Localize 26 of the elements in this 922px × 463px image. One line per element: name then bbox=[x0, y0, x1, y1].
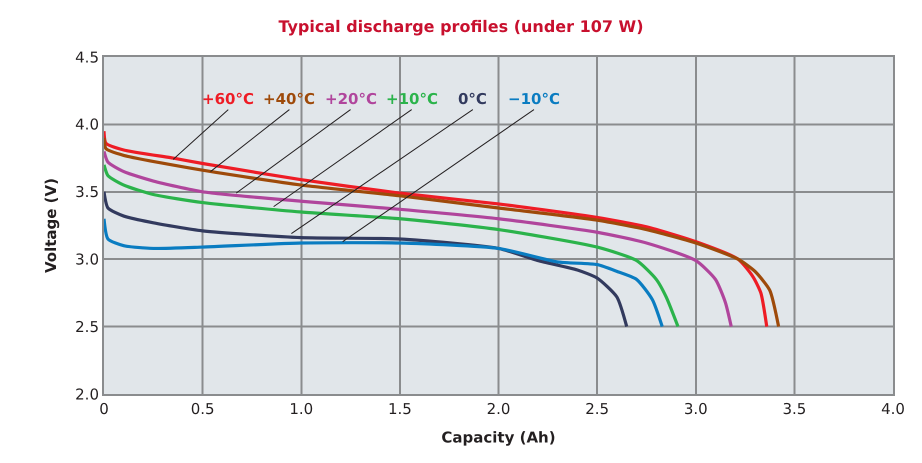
line-series bbox=[104, 217, 664, 328]
annotation: +60°C bbox=[202, 90, 254, 108]
x-tick-label: 3.5 bbox=[782, 400, 806, 418]
annotation: +40°C bbox=[263, 90, 315, 108]
x-tick-label: 1.5 bbox=[388, 400, 412, 418]
y-tick-label: 4.5 bbox=[75, 48, 99, 66]
y-tick-label: 3.5 bbox=[75, 183, 99, 202]
y-tick-label: 3.0 bbox=[75, 250, 99, 268]
x-tick-label: 0 bbox=[99, 400, 109, 418]
x-tick-label: 2.0 bbox=[486, 400, 510, 418]
x-tick-label: 1.0 bbox=[289, 400, 314, 418]
chart-title: Typical discharge profiles (under 107 W) bbox=[278, 17, 644, 36]
y-axis-title: Voltage (V) bbox=[42, 178, 60, 273]
y-tick-label: 4.0 bbox=[75, 116, 99, 134]
annotation: 0°C bbox=[458, 90, 487, 108]
y-tick-label: 2.5 bbox=[75, 318, 99, 336]
x-tick-label: 2.5 bbox=[585, 400, 610, 418]
x-axis-title: Capacity (Ah) bbox=[441, 428, 556, 446]
y-tick-label: 2.0 bbox=[75, 385, 99, 404]
line-series bbox=[104, 163, 680, 328]
x-tick-label: 3.0 bbox=[684, 400, 708, 418]
annotation: −10°C bbox=[508, 90, 560, 108]
annotation: +10°C bbox=[386, 90, 438, 108]
annotation: +20°C bbox=[325, 90, 377, 108]
x-tick-label: 4.0 bbox=[881, 400, 905, 418]
x-tick-label: 0.5 bbox=[190, 400, 215, 418]
